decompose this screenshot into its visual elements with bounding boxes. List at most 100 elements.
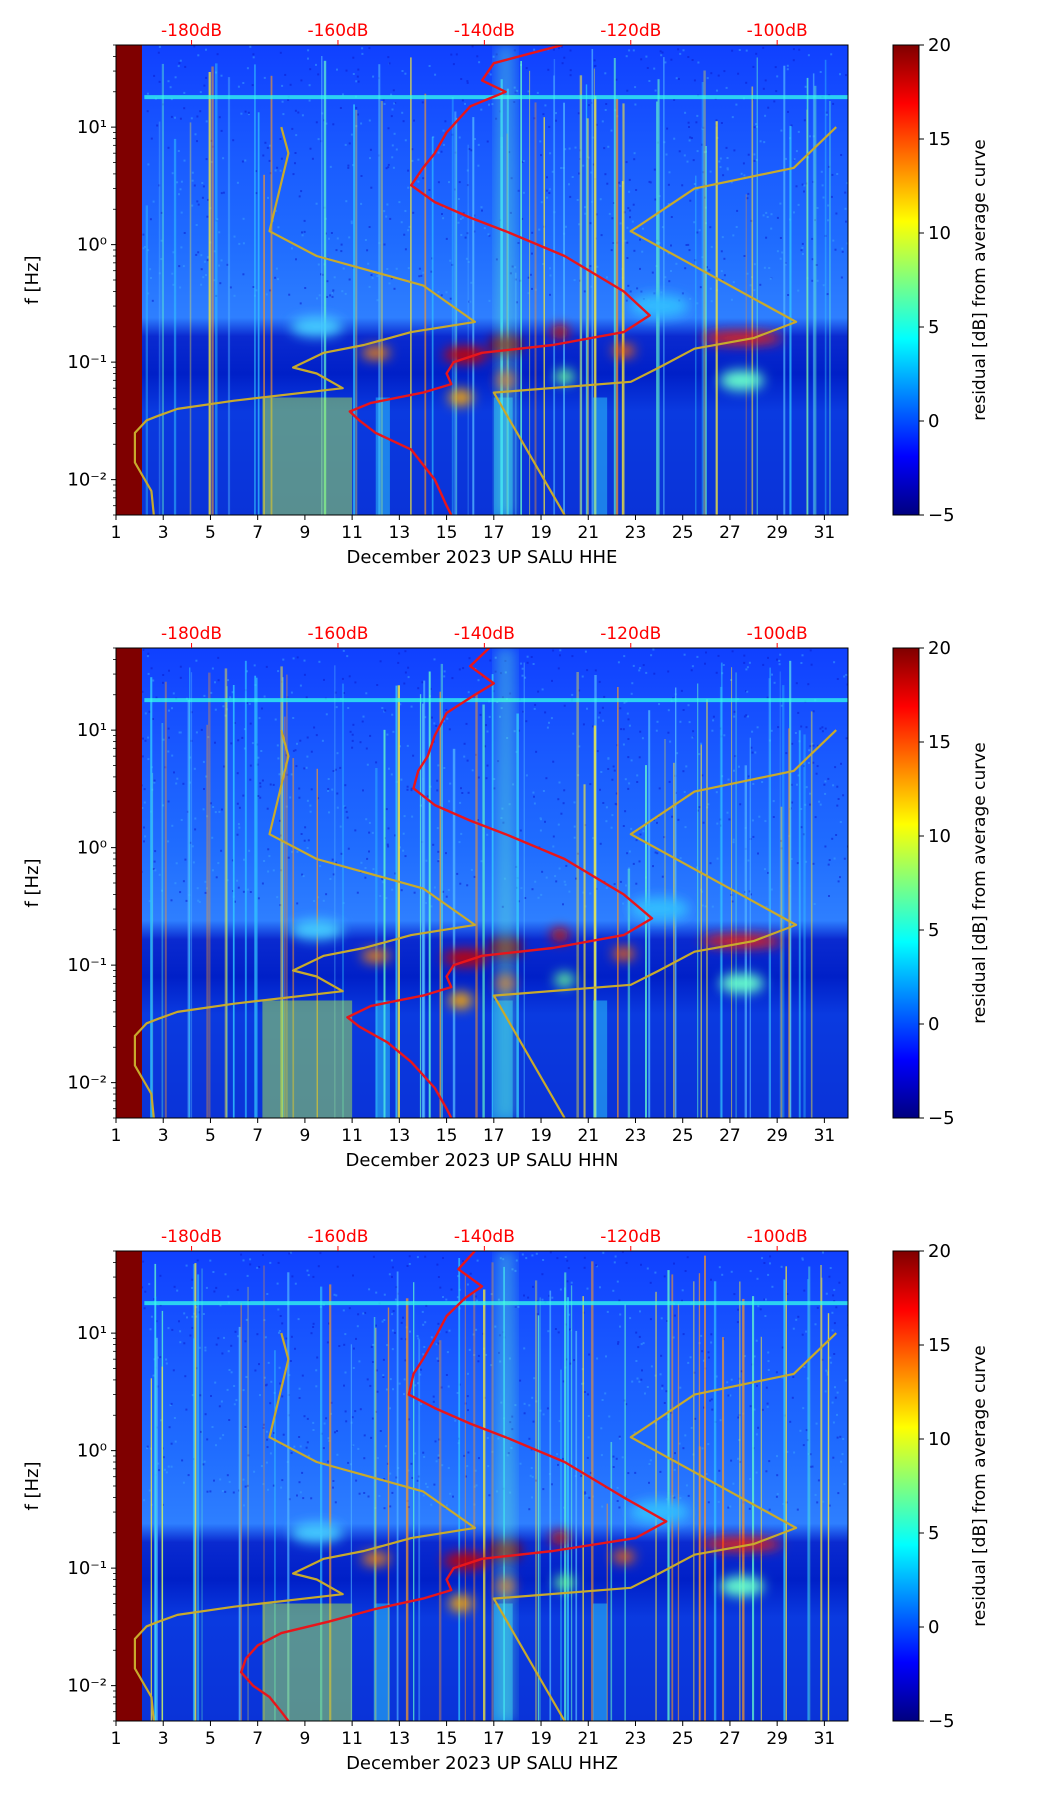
colorbar-title: residual [dB] from average curve bbox=[970, 139, 990, 420]
heatmap-background bbox=[116, 45, 848, 515]
heatmap-area bbox=[116, 45, 848, 515]
x-axis-tick-label: 17 bbox=[483, 1126, 505, 1146]
x-axis-tick-label: 15 bbox=[436, 1126, 458, 1146]
top-axis-label: -180dB bbox=[161, 21, 222, 41]
x-axis-tick-label: 25 bbox=[672, 1729, 694, 1749]
low-frequency-band bbox=[262, 397, 353, 515]
microseism-blob bbox=[612, 947, 635, 960]
x-axis-tick-label: 23 bbox=[625, 1126, 647, 1146]
microseism-blob bbox=[719, 1576, 764, 1597]
microseism-blob bbox=[448, 992, 473, 1009]
top-axis-label: -100dB bbox=[747, 1227, 808, 1247]
x-axis-tick-label: 7 bbox=[252, 1126, 263, 1146]
colorbar-tick-label: 10 bbox=[928, 826, 951, 847]
x-axis-tick-label: 13 bbox=[389, 1729, 411, 1749]
x-axis-tick-label: 29 bbox=[766, 1729, 788, 1749]
microseism-blob bbox=[701, 1538, 782, 1551]
y-axis-tick-label: 10⁻² bbox=[67, 470, 107, 491]
average-psd-curve bbox=[239, 1251, 668, 1721]
x-axis-tick-label: 15 bbox=[436, 523, 458, 543]
central-column bbox=[496, 648, 516, 1118]
colorbar-title: residual [dB] from average curve bbox=[970, 1345, 990, 1626]
low-frequency-band bbox=[375, 397, 390, 515]
heatmap-area bbox=[116, 648, 848, 1118]
x-axis-tick-label: 23 bbox=[625, 523, 647, 543]
data-gap bbox=[116, 648, 142, 1118]
microseism-blob bbox=[361, 949, 390, 962]
y-axis-tick-label: 10⁰ bbox=[77, 838, 107, 859]
microseism-blob bbox=[448, 1595, 473, 1612]
low-frequency-band bbox=[262, 1000, 353, 1118]
microseism-blob bbox=[443, 346, 488, 363]
colorbar-tick-label: 5 bbox=[928, 317, 939, 338]
microseism-blob bbox=[290, 316, 343, 337]
y-axis-tick-label: 10¹ bbox=[77, 720, 107, 741]
central-column bbox=[496, 45, 516, 515]
microseism-blob bbox=[629, 294, 690, 319]
top-axis-label: -160dB bbox=[307, 21, 368, 41]
x-axis-tick-label: 5 bbox=[205, 1729, 216, 1749]
heatmap-streaks bbox=[150, 660, 813, 1118]
microseism-blob bbox=[448, 389, 473, 406]
microseism-blob bbox=[443, 1552, 488, 1569]
average-psd-curve bbox=[348, 45, 651, 515]
x-axis-tick-label: 11 bbox=[341, 1729, 363, 1749]
tonal-line-18hz bbox=[144, 698, 848, 703]
microseism-blob bbox=[629, 897, 690, 922]
data-gap bbox=[116, 45, 142, 515]
y-axis-tick-label: 10¹ bbox=[77, 117, 107, 138]
x-axis-tick-label: 9 bbox=[299, 523, 310, 543]
noise-model-curve bbox=[492, 1332, 837, 1721]
microseism-blob bbox=[290, 1522, 343, 1543]
top-axis-label: -100dB bbox=[747, 21, 808, 41]
x-axis-tick-label: 31 bbox=[814, 523, 836, 543]
colorbar-tick-label: 0 bbox=[928, 1617, 939, 1638]
x-axis-tick-label: 9 bbox=[299, 1126, 310, 1146]
x-axis-tick-label: 21 bbox=[577, 1126, 599, 1146]
x-axis-tick-label: 3 bbox=[158, 1126, 169, 1146]
top-axis-label: -140dB bbox=[454, 624, 515, 644]
top-axis-label: -160dB bbox=[307, 1227, 368, 1247]
central-column bbox=[496, 1251, 516, 1721]
microseism-blob bbox=[550, 325, 569, 340]
x-axis-tick-label: 5 bbox=[205, 523, 216, 543]
colorbar bbox=[892, 647, 920, 1119]
microseism-blob bbox=[554, 369, 575, 384]
noise-model-curve bbox=[133, 1332, 476, 1721]
x-axis-tick-label: 25 bbox=[672, 523, 694, 543]
x-axis-tick-label: 9 bbox=[299, 1729, 310, 1749]
microseism-blob bbox=[443, 949, 488, 966]
data-gap bbox=[116, 1251, 142, 1721]
microseism-blob bbox=[612, 1550, 635, 1563]
microseism-blob bbox=[554, 1575, 575, 1590]
heatmap-texture bbox=[116, 648, 848, 908]
noise-model-curve bbox=[133, 126, 476, 515]
heatmap-background bbox=[116, 648, 848, 1118]
low-frequency-band bbox=[375, 1000, 390, 1118]
x-axis-tick-label: 23 bbox=[625, 1729, 647, 1749]
x-axis-tick-label: 5 bbox=[205, 1126, 216, 1146]
microseism-blob bbox=[290, 919, 343, 940]
microseism-blob bbox=[550, 928, 569, 943]
x-axis-tick-label: 27 bbox=[719, 523, 741, 543]
y-axis-tick-label: 10⁻¹ bbox=[67, 955, 107, 976]
x-axis-tick-label: 1 bbox=[111, 523, 122, 543]
tonal-line-18hz bbox=[144, 1301, 848, 1306]
x-axis-tick-label: 27 bbox=[719, 1729, 741, 1749]
x-axis-tick-label: 31 bbox=[814, 1729, 836, 1749]
y-axis-tick-label: 10⁻¹ bbox=[67, 352, 107, 373]
x-axis-tick-label: 1 bbox=[111, 1126, 122, 1146]
x-axis-tick-label: 19 bbox=[530, 523, 552, 543]
low-frequency-band bbox=[592, 397, 608, 515]
low-frequency-band bbox=[592, 1603, 608, 1721]
noise-model-curve bbox=[492, 729, 837, 1118]
colorbar-tick-label: −5 bbox=[928, 1711, 955, 1732]
top-axis-label: -160dB bbox=[307, 624, 368, 644]
colorbar-tick-label: 15 bbox=[928, 1335, 951, 1356]
y-axis-tick-label: 10⁰ bbox=[77, 235, 107, 256]
colorbar-tick-label: 20 bbox=[928, 1241, 951, 1262]
x-axis-tick-label: 13 bbox=[389, 1126, 411, 1146]
top-axis-label: -120dB bbox=[600, 21, 661, 41]
